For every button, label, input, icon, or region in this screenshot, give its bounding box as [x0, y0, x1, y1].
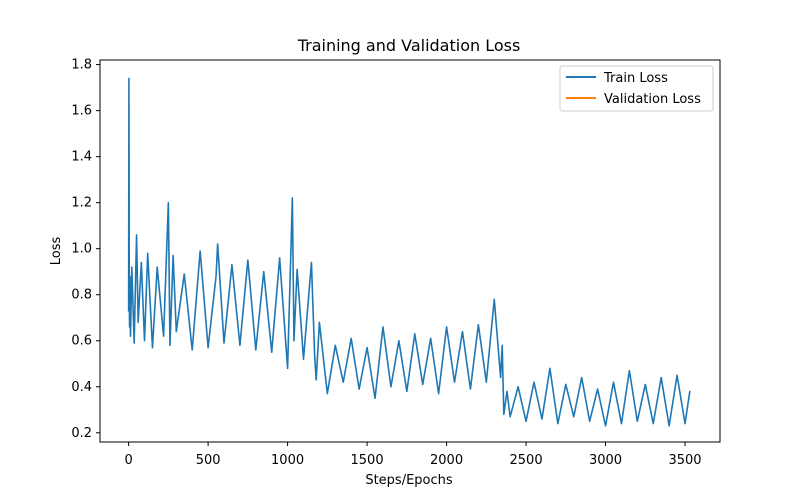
y-tick-label: 1.2: [71, 196, 92, 211]
y-tick-label: 1.4: [71, 150, 92, 165]
x-tick-label: 1000: [271, 453, 304, 468]
legend-train-label: Train Loss: [603, 71, 668, 86]
x-tick-label: 0: [124, 453, 132, 468]
y-axis-ticks: 0.2 0.4 0.6 0.8 1.0 1.2 1.4 1.6 1.8: [71, 58, 100, 441]
train-loss-line: [127, 77, 691, 427]
y-tick-label: 0.4: [71, 380, 92, 395]
x-tick-label: 3000: [589, 453, 622, 468]
x-tick-label: 3500: [668, 453, 701, 468]
y-tick-label: 0.8: [71, 288, 92, 303]
x-tick-label: 1500: [351, 453, 384, 468]
x-axis-label: Steps/Epochs: [365, 473, 453, 488]
y-tick-label: 0.2: [71, 426, 92, 441]
legend-frame: [559, 65, 714, 112]
x-tick-label: 2500: [510, 453, 543, 468]
y-tick-label: 0.6: [71, 334, 92, 349]
series-layer: [127, 77, 691, 427]
plot-frame: [99, 59, 721, 443]
x-axis-ticks: 0 500 1000 1500 2000 2500 3000 3500: [124, 442, 702, 468]
legend-validation-label: Validation Loss: [604, 92, 701, 107]
x-tick-label: 500: [196, 453, 221, 468]
x-tick-label: 2000: [430, 453, 463, 468]
y-tick-label: 1.0: [71, 242, 92, 257]
y-axis-label: Loss: [49, 237, 64, 266]
chart-title: Training and Validation Loss: [297, 36, 521, 55]
y-tick-label: 1.8: [71, 58, 92, 73]
legend: Train Loss Validation Loss: [559, 65, 714, 112]
y-tick-label: 1.6: [71, 104, 92, 119]
